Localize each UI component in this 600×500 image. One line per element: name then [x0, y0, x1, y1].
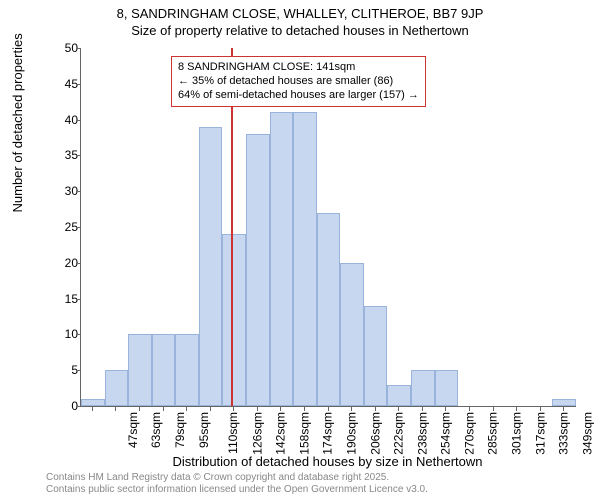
y-tick-mark — [76, 120, 81, 121]
x-tick-mark — [469, 406, 470, 411]
x-tick-mark — [563, 406, 564, 411]
x-tick-mark — [186, 406, 187, 411]
chart-title-line1: 8, SANDRINGHAM CLOSE, WHALLEY, CLITHEROE… — [0, 6, 600, 23]
bar — [128, 334, 152, 406]
x-tick-mark — [304, 406, 305, 411]
x-tick-mark — [139, 406, 140, 411]
y-tick-label: 20 — [48, 256, 78, 270]
y-axis-label: Number of detached properties — [10, 33, 25, 212]
y-tick-label: 35 — [48, 148, 78, 162]
y-tick-label: 15 — [48, 292, 78, 306]
y-tick-mark — [76, 191, 81, 192]
y-tick-label: 40 — [48, 113, 78, 127]
y-tick-mark — [76, 84, 81, 85]
x-tick-mark — [445, 406, 446, 411]
x-tick-mark — [163, 406, 164, 411]
x-tick-mark — [398, 406, 399, 411]
bar — [81, 399, 105, 406]
y-tick-mark — [76, 227, 81, 228]
x-tick-mark — [351, 406, 352, 411]
x-tick-mark — [115, 406, 116, 411]
bar — [387, 385, 411, 406]
plot-area: 8 SANDRINGHAM CLOSE: 141sqm← 35% of deta… — [80, 48, 576, 407]
x-tick-mark — [540, 406, 541, 411]
x-tick-mark — [92, 406, 93, 411]
y-tick-mark — [76, 299, 81, 300]
bar — [270, 112, 294, 406]
x-tick-mark — [422, 406, 423, 411]
bar — [411, 370, 435, 406]
x-tick-mark — [257, 406, 258, 411]
x-tick-mark — [280, 406, 281, 411]
chart-title-line2: Size of property relative to detached ho… — [0, 23, 600, 40]
y-tick-mark — [76, 48, 81, 49]
annotation-line: 8 SANDRINGHAM CLOSE: 141sqm — [178, 61, 419, 75]
bar — [293, 112, 317, 406]
footer-attribution: Contains HM Land Registry data © Crown c… — [46, 472, 428, 496]
x-tick-mark — [328, 406, 329, 411]
x-tick-mark — [210, 406, 211, 411]
x-tick-mark — [516, 406, 517, 411]
bar — [552, 399, 576, 406]
bar — [435, 370, 459, 406]
bar — [340, 263, 364, 406]
y-axis-ticks: 05101520253035404550 — [46, 48, 80, 406]
x-tick-label: 349sqm — [580, 412, 600, 455]
footer-line2: Contains public sector information licen… — [46, 484, 428, 496]
y-tick-label: 0 — [48, 399, 78, 413]
bar — [246, 134, 270, 406]
x-axis-ticks: 47sqm63sqm79sqm95sqm110sqm126sqm142sqm15… — [80, 406, 575, 454]
x-tick-mark — [375, 406, 376, 411]
x-tick-mark — [493, 406, 494, 411]
y-tick-label: 50 — [48, 41, 78, 55]
y-tick-label: 10 — [48, 327, 78, 341]
y-tick-mark — [76, 370, 81, 371]
bar — [317, 213, 341, 406]
footer-line1: Contains HM Land Registry data © Crown c… — [46, 472, 428, 484]
chart-title-block: 8, SANDRINGHAM CLOSE, WHALLEY, CLITHEROE… — [0, 6, 600, 40]
bar — [222, 234, 246, 406]
y-tick-label: 5 — [48, 363, 78, 377]
y-tick-mark — [76, 334, 81, 335]
y-tick-label: 25 — [48, 220, 78, 234]
annotation-line: ← 35% of detached houses are smaller (86… — [178, 75, 419, 89]
annotation-box: 8 SANDRINGHAM CLOSE: 141sqm← 35% of deta… — [171, 56, 426, 107]
y-tick-mark — [76, 263, 81, 264]
y-tick-label: 30 — [48, 184, 78, 198]
bar — [199, 127, 223, 406]
y-tick-mark — [76, 155, 81, 156]
bar — [152, 334, 176, 406]
annotation-line: 64% of semi-detached houses are larger (… — [178, 89, 419, 103]
bar — [175, 334, 199, 406]
bar — [364, 306, 388, 406]
x-tick-mark — [233, 406, 234, 411]
y-tick-label: 45 — [48, 77, 78, 91]
x-axis-label: Distribution of detached houses by size … — [80, 454, 575, 469]
bar — [105, 370, 129, 406]
